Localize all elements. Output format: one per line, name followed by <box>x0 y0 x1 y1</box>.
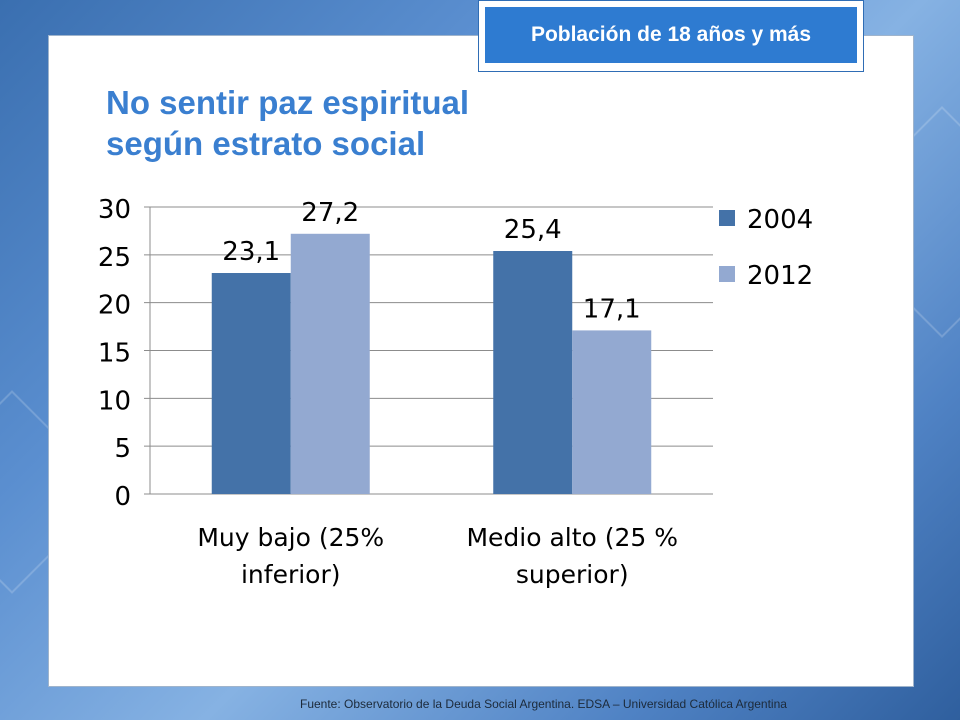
data-label: 27,2 <box>301 198 359 228</box>
y-tick-label: 5 <box>114 434 131 464</box>
x-tick-label: Medio alto (25 % <box>466 523 678 552</box>
badge-label: Población de 18 años y más <box>485 7 857 63</box>
data-label: 17,1 <box>583 294 641 324</box>
data-label: 25,4 <box>504 215 562 245</box>
chart-title-line-2: según estrato social <box>106 125 426 162</box>
legend-swatch <box>719 266 735 282</box>
y-tick-label: 10 <box>98 386 131 416</box>
data-label: 23,1 <box>222 237 280 267</box>
source-note: Fuente: Observatorio de la Deuda Social … <box>300 697 787 711</box>
y-tick-label: 30 <box>98 195 131 225</box>
chart-title-line-1: No sentir paz espiritual <box>106 84 470 121</box>
x-tick-label: inferior) <box>241 560 341 589</box>
bar <box>572 330 652 494</box>
chart-title: No sentir paz espiritual según estrato s… <box>106 82 586 164</box>
content-panel <box>48 35 914 687</box>
x-tick-label: superior) <box>516 560 629 589</box>
y-tick-label: 15 <box>98 339 131 369</box>
legend-swatch <box>719 210 735 226</box>
y-tick-label: 20 <box>98 291 131 321</box>
legend-label: 2004 <box>747 205 813 235</box>
bar <box>493 251 573 494</box>
legend-label: 2012 <box>747 261 813 291</box>
y-tick-label: 0 <box>114 482 131 512</box>
bar <box>211 273 291 494</box>
y-tick-label: 25 <box>98 243 131 273</box>
x-tick-label: Muy bajo (25% <box>197 523 384 552</box>
bar <box>290 233 370 494</box>
population-badge: Población de 18 años y más <box>478 0 864 72</box>
